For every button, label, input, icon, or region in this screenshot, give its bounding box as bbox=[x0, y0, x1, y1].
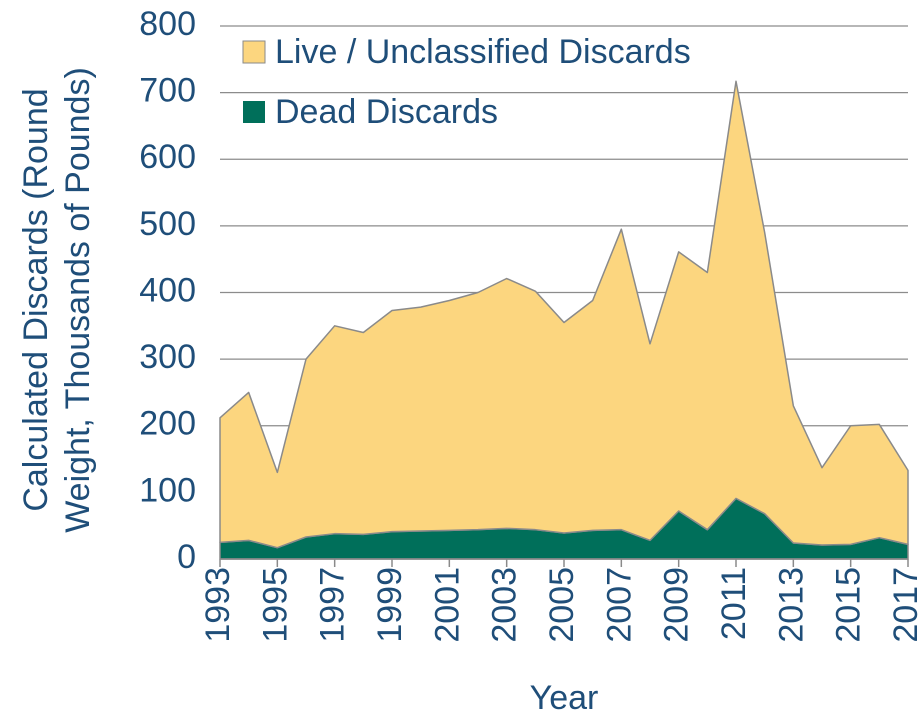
x-axis-label: Year bbox=[530, 679, 599, 717]
y-tick-label: 100 bbox=[139, 471, 196, 509]
y-tick-label: 800 bbox=[139, 5, 196, 43]
legend-label: Live / Unclassified Discards bbox=[275, 33, 691, 71]
y-tick-label: 0 bbox=[177, 538, 196, 576]
y-axis-label: Weight, Thousands of Pounds) bbox=[59, 67, 97, 533]
legend-swatch bbox=[242, 40, 266, 64]
x-tick-label: 2013 bbox=[772, 567, 810, 643]
x-tick-label: 2001 bbox=[428, 567, 466, 643]
y-tick-label: 200 bbox=[139, 405, 196, 443]
x-tick-label: 2011 bbox=[715, 567, 753, 640]
y-tick-label: 300 bbox=[139, 338, 196, 376]
x-tick-label: 1997 bbox=[314, 567, 352, 643]
x-tick-label: 2015 bbox=[830, 567, 868, 643]
x-tick-label: 1999 bbox=[371, 567, 409, 643]
x-tick-label: 2007 bbox=[600, 567, 638, 643]
x-tick-label: 2009 bbox=[658, 567, 696, 643]
y-tick-label: 400 bbox=[139, 271, 196, 309]
legend-swatch bbox=[243, 101, 265, 123]
x-tick-label: 1995 bbox=[256, 567, 294, 643]
y-tick-label: 600 bbox=[139, 138, 196, 176]
y-tick-label: 500 bbox=[139, 205, 196, 243]
area bbox=[219, 80, 909, 549]
y-tick-label: 700 bbox=[139, 72, 196, 110]
x-tick-label: 2005 bbox=[543, 567, 581, 643]
x-tick-label: 2003 bbox=[486, 567, 524, 643]
legend-label: Dead Discards bbox=[275, 93, 498, 131]
y-axis-label: Calculated Discards (Round bbox=[17, 88, 55, 511]
x-tick-label: 1993 bbox=[199, 567, 237, 643]
x-tick-label: 2017 bbox=[887, 567, 921, 643]
